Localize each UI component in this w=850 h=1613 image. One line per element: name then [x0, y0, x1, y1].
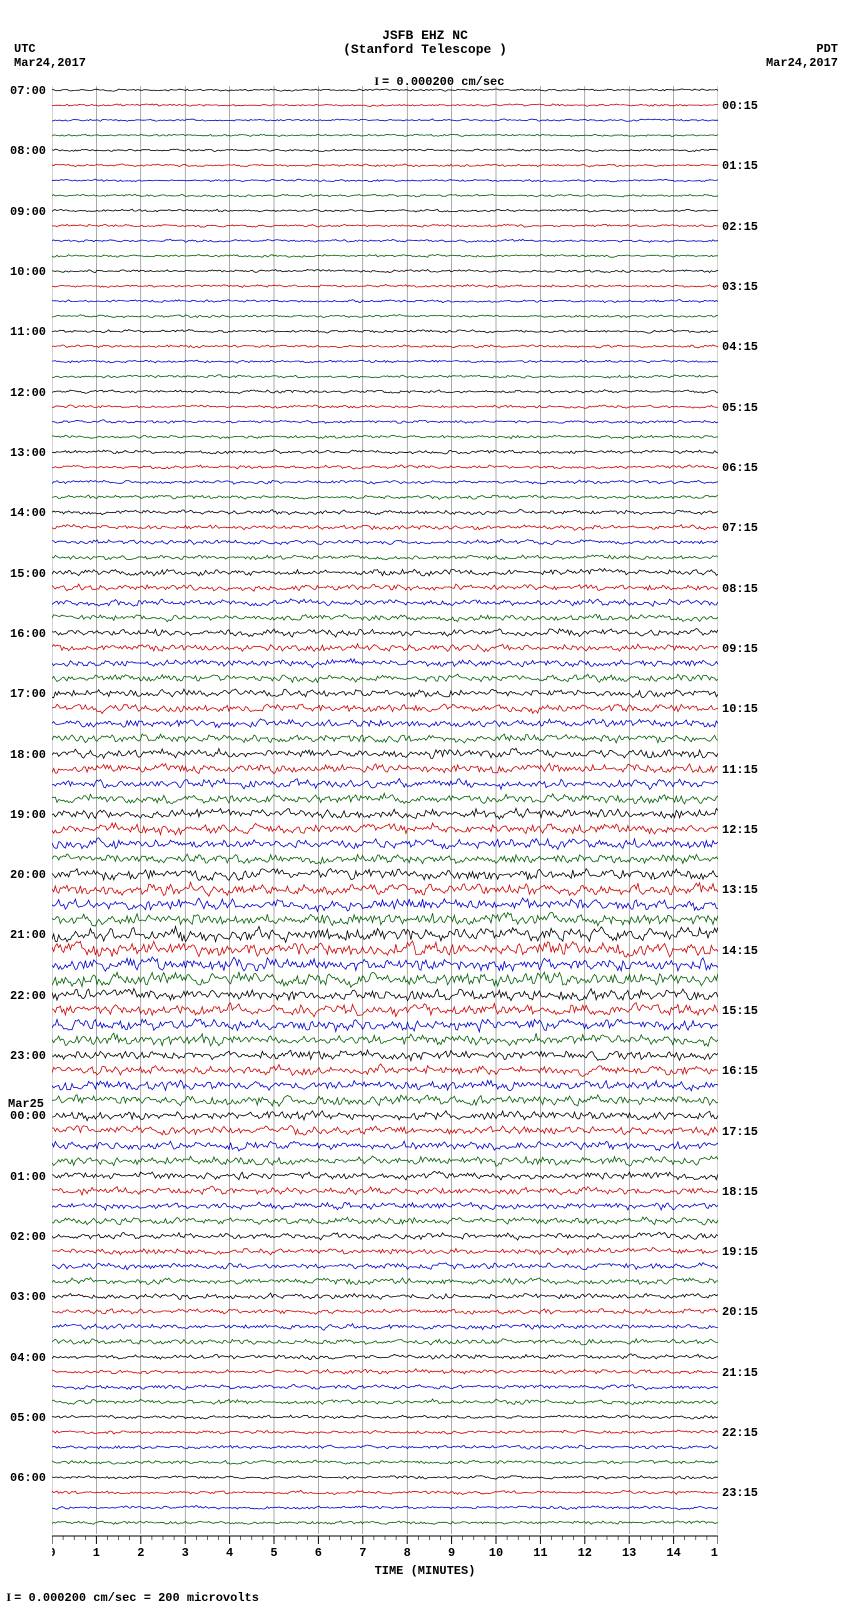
seismogram-container: JSFB EHZ NC (Stanford Telescope ) I = 0.… [0, 0, 850, 1613]
utc-hour-label: 19:00 [10, 808, 46, 822]
utc-hour-label: 13:00 [10, 446, 46, 460]
utc-hour-label: 21:00 [10, 928, 46, 942]
utc-hour-label: 18:00 [10, 748, 46, 762]
utc-hour-label: 12:00 [10, 386, 46, 400]
pdt-hour-label: 16:15 [722, 1064, 758, 1078]
utc-hour-label: 17:00 [10, 687, 46, 701]
pdt-hour-label: 08:15 [722, 582, 758, 596]
pdt-hour-label: 13:15 [722, 883, 758, 897]
utc-hour-label: 22:00 [10, 989, 46, 1003]
tz-right-label: PDT [816, 42, 838, 56]
utc-hour-label: 05:00 [10, 1411, 46, 1425]
utc-hour-label: 07:00 [10, 84, 46, 98]
pdt-hour-label: 17:15 [722, 1125, 758, 1139]
pdt-hour-label: 04:15 [722, 340, 758, 354]
date-right-label: Mar24,2017 [766, 56, 838, 70]
tz-left-label: UTC [14, 42, 36, 56]
svg-text:4: 4 [226, 1546, 233, 1560]
svg-text:14: 14 [666, 1546, 680, 1560]
pdt-hour-label: 19:15 [722, 1245, 758, 1259]
pdt-hour-label: 22:15 [722, 1426, 758, 1440]
utc-hour-label: 03:00 [10, 1290, 46, 1304]
svg-text:7: 7 [359, 1546, 366, 1560]
svg-text:5: 5 [270, 1546, 277, 1560]
svg-text:13: 13 [622, 1546, 636, 1560]
pdt-hour-label: 07:15 [722, 521, 758, 535]
utc-hour-label: 10:00 [10, 265, 46, 279]
bottom-scale: I = 0.000200 cm/sec = 200 microvolts [4, 1590, 259, 1605]
utc-hour-label: 23:00 [10, 1049, 46, 1063]
svg-text:8: 8 [404, 1546, 411, 1560]
pdt-hour-label: 10:15 [722, 702, 758, 716]
utc-hour-label: 20:00 [10, 868, 46, 882]
utc-hour-label: 09:00 [10, 205, 46, 219]
utc-hour-label: 00:00 [10, 1109, 46, 1123]
station-title: JSFB EHZ NC [0, 28, 850, 43]
pdt-hour-label: 15:15 [722, 1004, 758, 1018]
utc-hour-label: 16:00 [10, 627, 46, 641]
utc-hour-label: 15:00 [10, 567, 46, 581]
pdt-hour-label: 11:15 [722, 763, 758, 777]
svg-text:15: 15 [711, 1546, 718, 1560]
pdt-hour-label: 18:15 [722, 1185, 758, 1199]
svg-text:2: 2 [137, 1546, 144, 1560]
svg-text:9: 9 [448, 1546, 455, 1560]
pdt-hour-label: 23:15 [722, 1486, 758, 1500]
pdt-hour-label: 01:15 [722, 159, 758, 173]
pdt-hour-label: 02:15 [722, 220, 758, 234]
svg-text:1: 1 [93, 1546, 100, 1560]
pdt-hour-label: 20:15 [722, 1305, 758, 1319]
pdt-hour-label: 21:15 [722, 1366, 758, 1380]
utc-hour-label: 11:00 [10, 325, 46, 339]
pdt-hour-label: 03:15 [722, 280, 758, 294]
utc-hour-label: 02:00 [10, 1230, 46, 1244]
utc-hour-label: 14:00 [10, 506, 46, 520]
seismogram-plot: 0123456789101112131415 [52, 86, 718, 1564]
date-left-label: Mar24,2017 [14, 56, 86, 70]
utc-hour-label: 06:00 [10, 1471, 46, 1485]
utc-hour-label: 01:00 [10, 1170, 46, 1184]
xaxis-label: TIME (MINUTES) [0, 1564, 850, 1578]
svg-text:12: 12 [578, 1546, 592, 1560]
svg-text:6: 6 [315, 1546, 322, 1560]
pdt-hour-label: 00:15 [722, 99, 758, 113]
svg-text:0: 0 [52, 1546, 56, 1560]
location-subtitle: (Stanford Telescope ) [0, 42, 850, 57]
pdt-hour-label: 14:15 [722, 944, 758, 958]
svg-text:11: 11 [533, 1546, 547, 1560]
utc-hour-label: 08:00 [10, 144, 46, 158]
svg-text:3: 3 [182, 1546, 189, 1560]
svg-text:10: 10 [489, 1546, 503, 1560]
pdt-hour-label: 12:15 [722, 823, 758, 837]
pdt-hour-label: 09:15 [722, 642, 758, 656]
pdt-hour-label: 05:15 [722, 401, 758, 415]
pdt-hour-label: 06:15 [722, 461, 758, 475]
utc-hour-label: 04:00 [10, 1351, 46, 1365]
